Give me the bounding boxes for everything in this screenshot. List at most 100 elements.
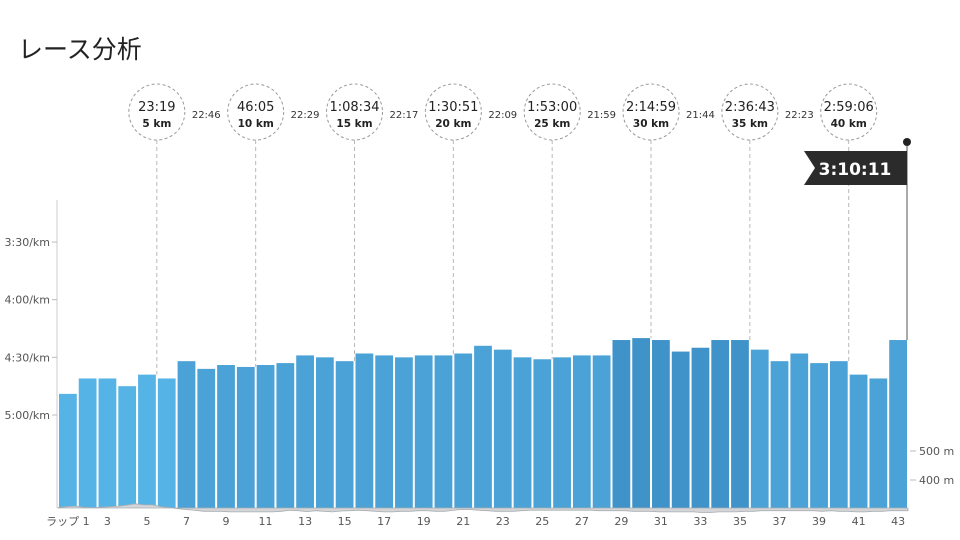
split-distance: 25 km [534, 118, 570, 130]
split-time: 2:14:59 [626, 100, 676, 115]
split-time: 1:30:51 [428, 100, 478, 115]
split-distance: 40 km [831, 118, 867, 130]
pace-bar-lap-31 [652, 340, 670, 508]
x-tick-label: 25 [535, 515, 549, 528]
pace-bar-lap-35 [731, 340, 749, 508]
split-circle [227, 83, 285, 141]
split-time: 1:08:34 [329, 100, 379, 115]
split-circle [523, 83, 581, 141]
elevation-area [57, 503, 909, 513]
x-tick-label: 9 [223, 515, 230, 528]
x-tick-label: 43 [891, 515, 905, 528]
pace-bar-lap-27 [572, 355, 591, 508]
split-marker-5km: 23:19 5 km 22:46 [128, 83, 221, 375]
split-distance: 15 km [336, 118, 372, 130]
x-tick-label: 35 [733, 515, 747, 528]
pace-bar-lap-40 [829, 361, 848, 508]
split-distance: 30 km [633, 118, 669, 130]
pace-bar-lap-23 [493, 349, 512, 508]
split-distance: 10 km [238, 118, 274, 130]
pace-bar-lap-14 [315, 357, 334, 508]
x-tick-label: 17 [377, 515, 391, 528]
page-title: レース分析 [18, 35, 142, 64]
split-interval-label: 21:59 [587, 110, 616, 121]
x-tick-label: 27 [575, 515, 589, 528]
x-tick-label: 33 [693, 515, 707, 528]
split-interval-label: 22:17 [390, 110, 419, 121]
pace-bar-lap-30 [632, 338, 651, 508]
x-tick-label: 7 [183, 515, 190, 528]
elevation-tick-label: 500 m [919, 445, 954, 458]
x-tick-label: 13 [298, 515, 312, 528]
pace-bar-lap-7 [177, 361, 196, 508]
pace-bar-lap-36 [750, 349, 769, 508]
pace-bar-lap-41 [849, 374, 868, 508]
pace-bar-lap-29 [612, 340, 631, 508]
split-time: 2:36:43 [725, 100, 775, 115]
split-marker-40km: 2:59:06 40 km [820, 83, 878, 362]
pace-bar-lap-39 [810, 363, 828, 508]
pace-bar-lap-4 [118, 386, 137, 508]
pace-bar-lap-19 [414, 355, 433, 508]
x-tick-label: 11 [259, 515, 273, 528]
split-distance: 5 km [142, 118, 171, 130]
split-marker-20km: 1:30:51 20 km 22:09 [424, 83, 517, 356]
split-marker-15km: 1:08:34 15 km 22:17 [326, 83, 419, 362]
pace-bar-lap-15 [335, 361, 354, 508]
pace-bar-lap-21 [454, 353, 473, 508]
pace-bar-lap-5 [138, 374, 156, 508]
pace-bar-lap-25 [533, 359, 552, 508]
x-tick-label: 31 [654, 515, 668, 528]
split-time: 23:19 [138, 100, 175, 115]
x-tick-label: 15 [338, 515, 352, 528]
pace-bar-lap-12 [276, 363, 295, 508]
x-tick-label: ラップ 1 [46, 515, 90, 528]
split-time: 1:53:00 [527, 100, 577, 115]
x-tick-label: 29 [614, 515, 628, 528]
pace-bar-lap-43 [889, 340, 907, 508]
pace-bar-lap-24 [513, 357, 532, 508]
x-tick-label: 5 [143, 515, 150, 528]
pace-bar-lap-32 [671, 351, 690, 508]
pace-bar-lap-2 [78, 378, 97, 508]
split-interval-label: 22:29 [291, 110, 320, 121]
pace-bar-lap-26 [553, 357, 571, 508]
split-marker-10km: 46:05 10 km 22:29 [227, 83, 320, 367]
pace-bar-lap-22 [474, 345, 492, 508]
pace-bar-lap-20 [434, 355, 453, 508]
pace-bar-lap-11 [256, 365, 275, 508]
y-tick-label: 4:00/km [5, 294, 51, 307]
pace-bar-lap-16 [355, 353, 374, 508]
split-interval-label: 21:44 [686, 110, 715, 121]
x-tick-label: 37 [773, 515, 787, 528]
split-circle [622, 83, 680, 141]
split-distance: 20 km [435, 118, 471, 130]
pace-bar-lap-34 [711, 340, 730, 508]
pace-bar-lap-42 [869, 378, 888, 508]
split-circle [424, 83, 482, 141]
x-tick-label: 3 [104, 515, 111, 528]
y-tick-label: 5:00/km [5, 409, 51, 422]
x-tick-label: 39 [812, 515, 826, 528]
x-tick-label: 23 [496, 515, 510, 528]
split-circle [721, 83, 779, 141]
split-time: 2:59:06 [824, 100, 874, 115]
pace-bar-lap-18 [395, 357, 413, 508]
split-distance: 35 km [732, 118, 768, 130]
elevation-tick-label: 400 m [919, 474, 954, 487]
x-tick-label: 21 [456, 515, 470, 528]
split-interval-label: 22:46 [192, 110, 221, 121]
pace-bar-lap-3 [98, 378, 117, 508]
finish-flag [804, 151, 907, 185]
y-tick-label: 3:30/km [5, 236, 51, 249]
pace-bar-lap-1 [59, 393, 77, 508]
pace-bar-lap-28 [592, 355, 611, 508]
split-interval-label: 22:23 [785, 110, 814, 121]
split-marker-25km: 1:53:00 25 km 21:59 [523, 83, 616, 360]
x-tick-label: 41 [852, 515, 866, 528]
pace-bar-lap-13 [296, 355, 314, 508]
pace-bar-lap-33 [691, 347, 710, 508]
y-tick-label: 4:30/km [5, 351, 51, 364]
pace-bar-lap-17 [375, 355, 394, 508]
